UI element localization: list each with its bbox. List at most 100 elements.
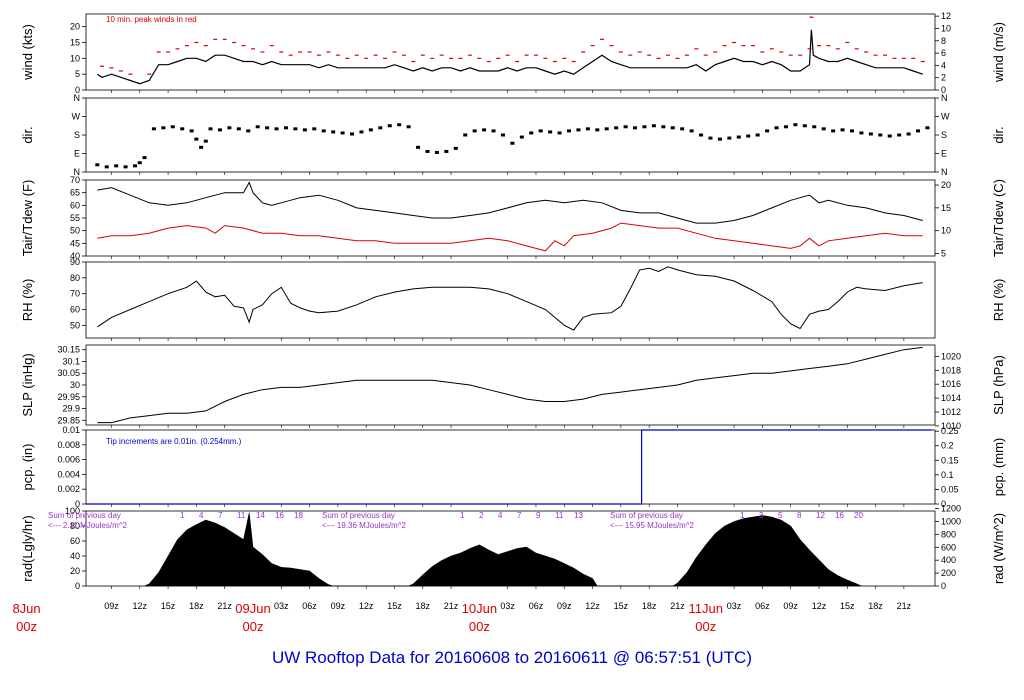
y-tick-label-right: 1012 [941, 407, 961, 417]
y-tick-label: 20 [70, 566, 80, 576]
wind-dir-point [255, 125, 260, 129]
x-tick-label: 09z [783, 601, 798, 611]
y-tick-label-right: 400 [941, 555, 956, 565]
wind-dir-point [350, 132, 355, 136]
y-tick-label: 30 [70, 380, 80, 390]
wind-dir-point [633, 126, 638, 130]
wind-dir-point [137, 161, 142, 165]
wind-dir-point [104, 165, 109, 169]
y-tick-label-right: 12 [941, 11, 951, 21]
y-tick-label: 50 [70, 320, 80, 330]
wind-dir-point [217, 128, 222, 132]
y-axis-label-right: pcp. (mm) [991, 438, 1006, 497]
wind-dir-point [491, 129, 496, 133]
day-sum-line1: Sum of previous day [322, 511, 395, 520]
x-tick-label: 12z [133, 601, 148, 611]
y-tick-label: 65 [70, 188, 80, 198]
wind-dir-point [274, 127, 279, 131]
wind-dir-point [387, 124, 392, 128]
y-tick-label: 0 [75, 499, 80, 509]
y-tick-label: 29.95 [57, 392, 80, 402]
y-tick-label: S [74, 130, 80, 140]
wind-dir-point [444, 149, 449, 153]
wind-dir-point [472, 129, 477, 133]
wind-dir-point [500, 133, 505, 137]
day-label-hour: 00z [695, 619, 716, 634]
y-axis-label-right: Tair/Tdew (C) [991, 179, 1006, 257]
wind-dir-point [774, 126, 779, 130]
wind-dir-point [906, 132, 911, 136]
x-tick-label: 03z [500, 601, 515, 611]
hour-mark-label: 16 [275, 511, 284, 520]
y-tick-label: N [74, 93, 81, 103]
x-tick-label: 18z [416, 601, 431, 611]
y-tick-label: 0 [75, 85, 80, 95]
x-tick-label: 12z [585, 601, 600, 611]
y-tick-label-right: S [941, 130, 947, 140]
panel-3: 50 60 70 80 90 RH (%) RH (%) [20, 257, 1006, 341]
x-tick-label: 21z [897, 601, 912, 611]
hour-mark-label: 18 [294, 511, 303, 520]
wind-dir-point [227, 126, 232, 130]
y-axis-label: dir. [20, 126, 35, 143]
y-tick-label-right: 1200 [941, 504, 961, 514]
y-axis-label: wind (kts) [20, 24, 35, 81]
hour-mark-label: 11 [237, 511, 246, 520]
y-tick-label-right: W [941, 112, 950, 122]
hour-mark-label: 20 [854, 511, 863, 520]
y-tick-label: 0.004 [57, 469, 80, 479]
hour-mark-label: 5 [778, 511, 783, 520]
y-tick-label-right: 5 [941, 248, 946, 258]
wind-dir-point [293, 127, 298, 131]
wind-dir-point [821, 127, 826, 131]
y-tick-label: 80 [70, 521, 80, 531]
wind-dir-point [133, 164, 138, 168]
wind-dir-point [868, 132, 873, 136]
hour-mark-label: 1 [740, 511, 745, 520]
y-tick-label-right: 1000 [941, 516, 961, 526]
wind-dir-point [557, 131, 562, 135]
y-axis-label-right: dir. [991, 126, 1006, 143]
wind-dir-point [708, 136, 713, 140]
y-tick-label-right: 1014 [941, 393, 961, 403]
hour-mark-label: 7 [218, 511, 223, 520]
panel-frame [85, 344, 936, 426]
wind-dir-point [727, 136, 732, 140]
panel-frame [85, 97, 936, 173]
hour-mark-label: 8 [797, 511, 802, 520]
dewpoint-line [97, 222, 923, 252]
precip-line [86, 429, 933, 505]
x-tick-label: 12z [359, 601, 374, 611]
wind-dir-point [595, 128, 600, 132]
x-tick-label: 06z [302, 601, 317, 611]
day-sum-line2: <--- 2.11 MJoules/m^2 [48, 521, 128, 530]
x-tick-label: 18z [642, 601, 657, 611]
wind-dir-point [510, 141, 515, 145]
x-tick-label: 15z [840, 601, 855, 611]
y-tick-label-right: 0.15 [941, 455, 959, 465]
x-tick-label: 15z [614, 601, 629, 611]
y-tick-label: 5 [75, 69, 80, 79]
day-label-date: 8Jun [12, 601, 40, 616]
wind-dir-point [651, 124, 656, 128]
x-tick-label: 18z [868, 601, 883, 611]
y-tick-label-right: 1020 [941, 351, 961, 361]
x-tick-label: 09z [104, 601, 119, 611]
y-axis-label: Tair/Tdew (F) [20, 180, 35, 257]
wind-dir-point [142, 156, 147, 160]
day-label-date: 11Jun [689, 601, 723, 616]
wind-dir-point [265, 126, 270, 130]
wind-dir-point [689, 129, 694, 133]
wind-dir-point [897, 133, 902, 137]
wind-dir-point [246, 129, 251, 133]
wind-dir-point [878, 133, 883, 137]
panel-frame [85, 179, 936, 257]
wind-dir-point [170, 125, 175, 129]
wind-dir-point [840, 128, 845, 132]
x-tick-label: 12z [812, 601, 827, 611]
y-tick-label: 29.9 [62, 404, 80, 414]
x-tick-label: 09z [557, 601, 572, 611]
panel-0: 0 5 10 15 20 0 2 4 6 8 10 12 wind (kts) wind (m/s) 10 … [20, 11, 1006, 95]
x-tick-label: 15z [161, 601, 176, 611]
